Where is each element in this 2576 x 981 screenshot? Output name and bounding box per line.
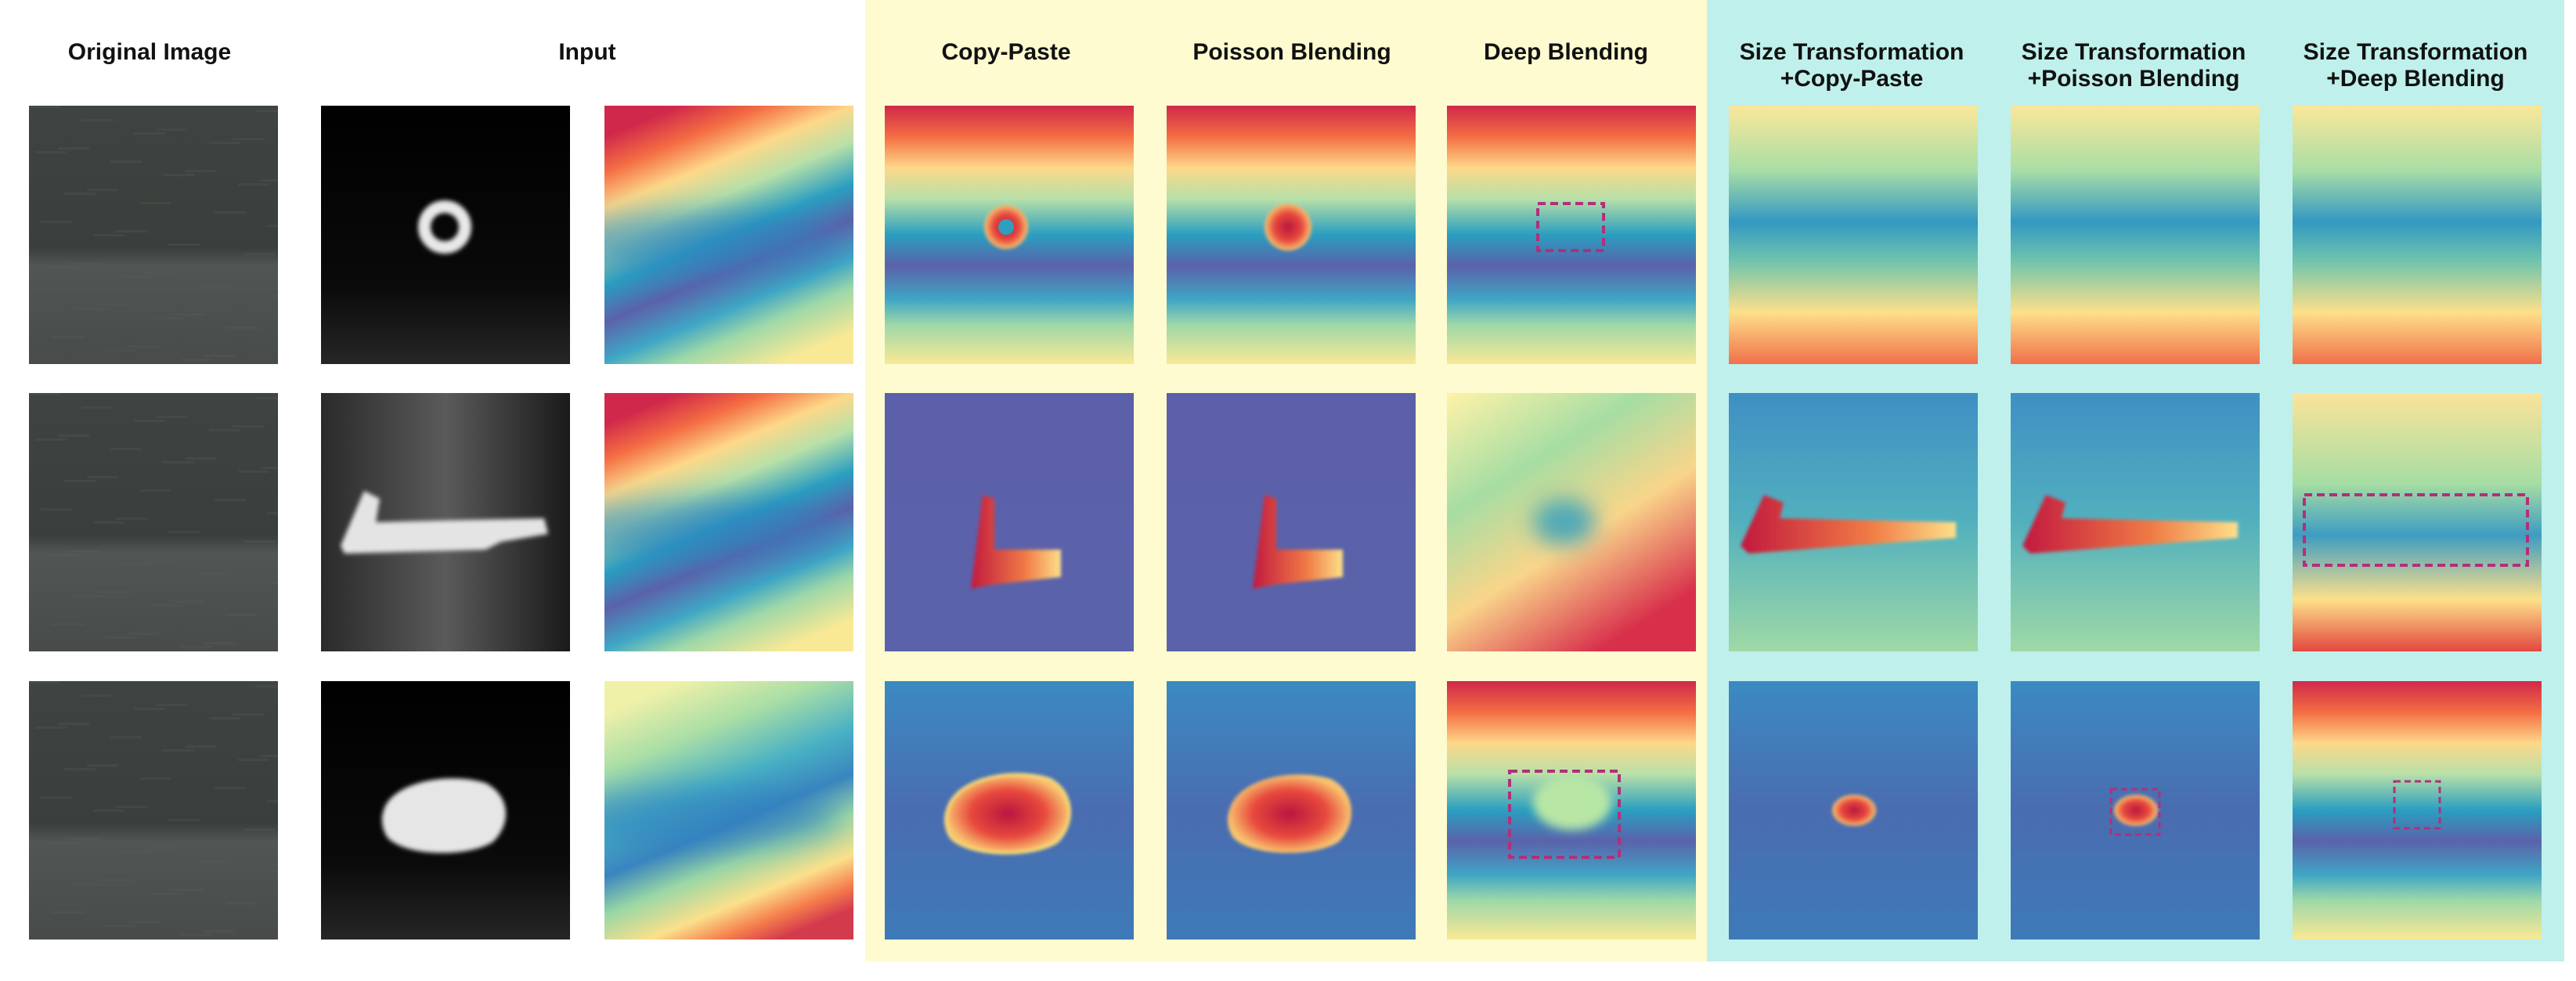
original-image-image	[29, 681, 278, 940]
input-depth-image	[604, 393, 853, 651]
header-size-deep-blending-line1: Size Transformation	[2303, 39, 2528, 65]
input-depth-tile-row-1	[604, 106, 853, 364]
input-mask-tile-row-3	[321, 681, 570, 940]
deep-blending-tile-row-1	[1447, 106, 1696, 364]
size-copy-paste-tile-row-2	[1729, 393, 1978, 651]
poisson-blending-tile-row-3	[1167, 681, 1416, 940]
copy-paste-tile-row-1	[885, 106, 1134, 364]
original-image-tile-row-2	[29, 393, 278, 651]
deep-blending-image	[1447, 681, 1696, 940]
size-deep-blending-image	[2293, 393, 2542, 651]
deep-blending-tile-row-2	[1447, 393, 1696, 651]
poisson-blending-tile-row-1	[1167, 106, 1416, 364]
deep-blending-image	[1447, 106, 1696, 364]
size-poisson-blending-tile-row-2	[2011, 393, 2260, 651]
poisson-blending-image	[1167, 106, 1416, 364]
input-depth-tile-row-3	[604, 681, 853, 940]
original-image-tile-row-1	[29, 106, 278, 364]
size-copy-paste-tile-row-1	[1729, 106, 1978, 364]
size-poisson-blending-tile-row-3	[2011, 681, 2260, 940]
copy-paste-image	[885, 106, 1134, 364]
size-poisson-blending-image	[2011, 681, 2260, 940]
size-copy-paste-tile-row-3	[1729, 681, 1978, 940]
size-deep-blending-tile-row-2	[2293, 393, 2542, 651]
input-mask-image	[321, 681, 570, 940]
poisson-blending-image	[1167, 393, 1416, 651]
copy-paste-tile-row-3	[885, 681, 1134, 940]
header-size-poisson-blending-line1: Size Transformation	[2021, 39, 2246, 65]
header-size-deep-blending-line2: +Deep Blending	[2326, 66, 2505, 92]
deep-blending-image	[1447, 393, 1696, 651]
header-size-copy-paste-line1: Size Transformation	[1739, 39, 1964, 65]
size-poisson-blending-image	[2011, 106, 2260, 364]
size-deep-blending-tile-row-3	[2293, 681, 2542, 940]
input-depth-image	[604, 681, 853, 940]
header-poisson-blending: Poisson Blending	[1192, 39, 1391, 65]
size-poisson-blending-tile-row-1	[2011, 106, 2260, 364]
original-image-tile-row-3	[29, 681, 278, 940]
input-depth-image	[604, 106, 853, 364]
original-image-image	[29, 393, 278, 651]
size-copy-paste-image	[1729, 681, 1978, 940]
header-size-deep-blending: Size Transformation +Deep Blending	[2282, 39, 2549, 92]
header-size-copy-paste: Size Transformation +Copy-Paste	[1719, 39, 1985, 92]
input-mask-tile-row-2	[321, 393, 570, 651]
poisson-blending-tile-row-2	[1167, 393, 1416, 651]
size-deep-blending-tile-row-1	[2293, 106, 2542, 364]
header-size-poisson-blending: Size Transformation +Poisson Blending	[2001, 39, 2267, 92]
size-poisson-blending-image	[2011, 393, 2260, 651]
poisson-blending-image	[1167, 681, 1416, 940]
copy-paste-image	[885, 681, 1134, 940]
input-mask-image	[321, 106, 570, 364]
input-mask-tile-row-1	[321, 106, 570, 364]
original-image-image	[29, 106, 278, 364]
header-deep-blending: Deep Blending	[1483, 39, 1648, 65]
header-input: Input	[558, 39, 616, 65]
header-size-poisson-blending-line2: +Poisson Blending	[2027, 66, 2240, 92]
header-original-image: Original Image	[67, 39, 232, 65]
deep-blending-tile-row-3	[1447, 681, 1696, 940]
size-copy-paste-image	[1729, 393, 1978, 651]
input-mask-image	[321, 393, 570, 651]
header-size-copy-paste-line2: +Copy-Paste	[1780, 66, 1924, 92]
size-deep-blending-image	[2293, 106, 2542, 364]
header-copy-paste: Copy-Paste	[941, 39, 1071, 65]
size-deep-blending-image	[2293, 681, 2542, 940]
copy-paste-tile-row-2	[885, 393, 1134, 651]
input-depth-tile-row-2	[604, 393, 853, 651]
size-copy-paste-image	[1729, 106, 1978, 364]
copy-paste-image	[885, 393, 1134, 651]
